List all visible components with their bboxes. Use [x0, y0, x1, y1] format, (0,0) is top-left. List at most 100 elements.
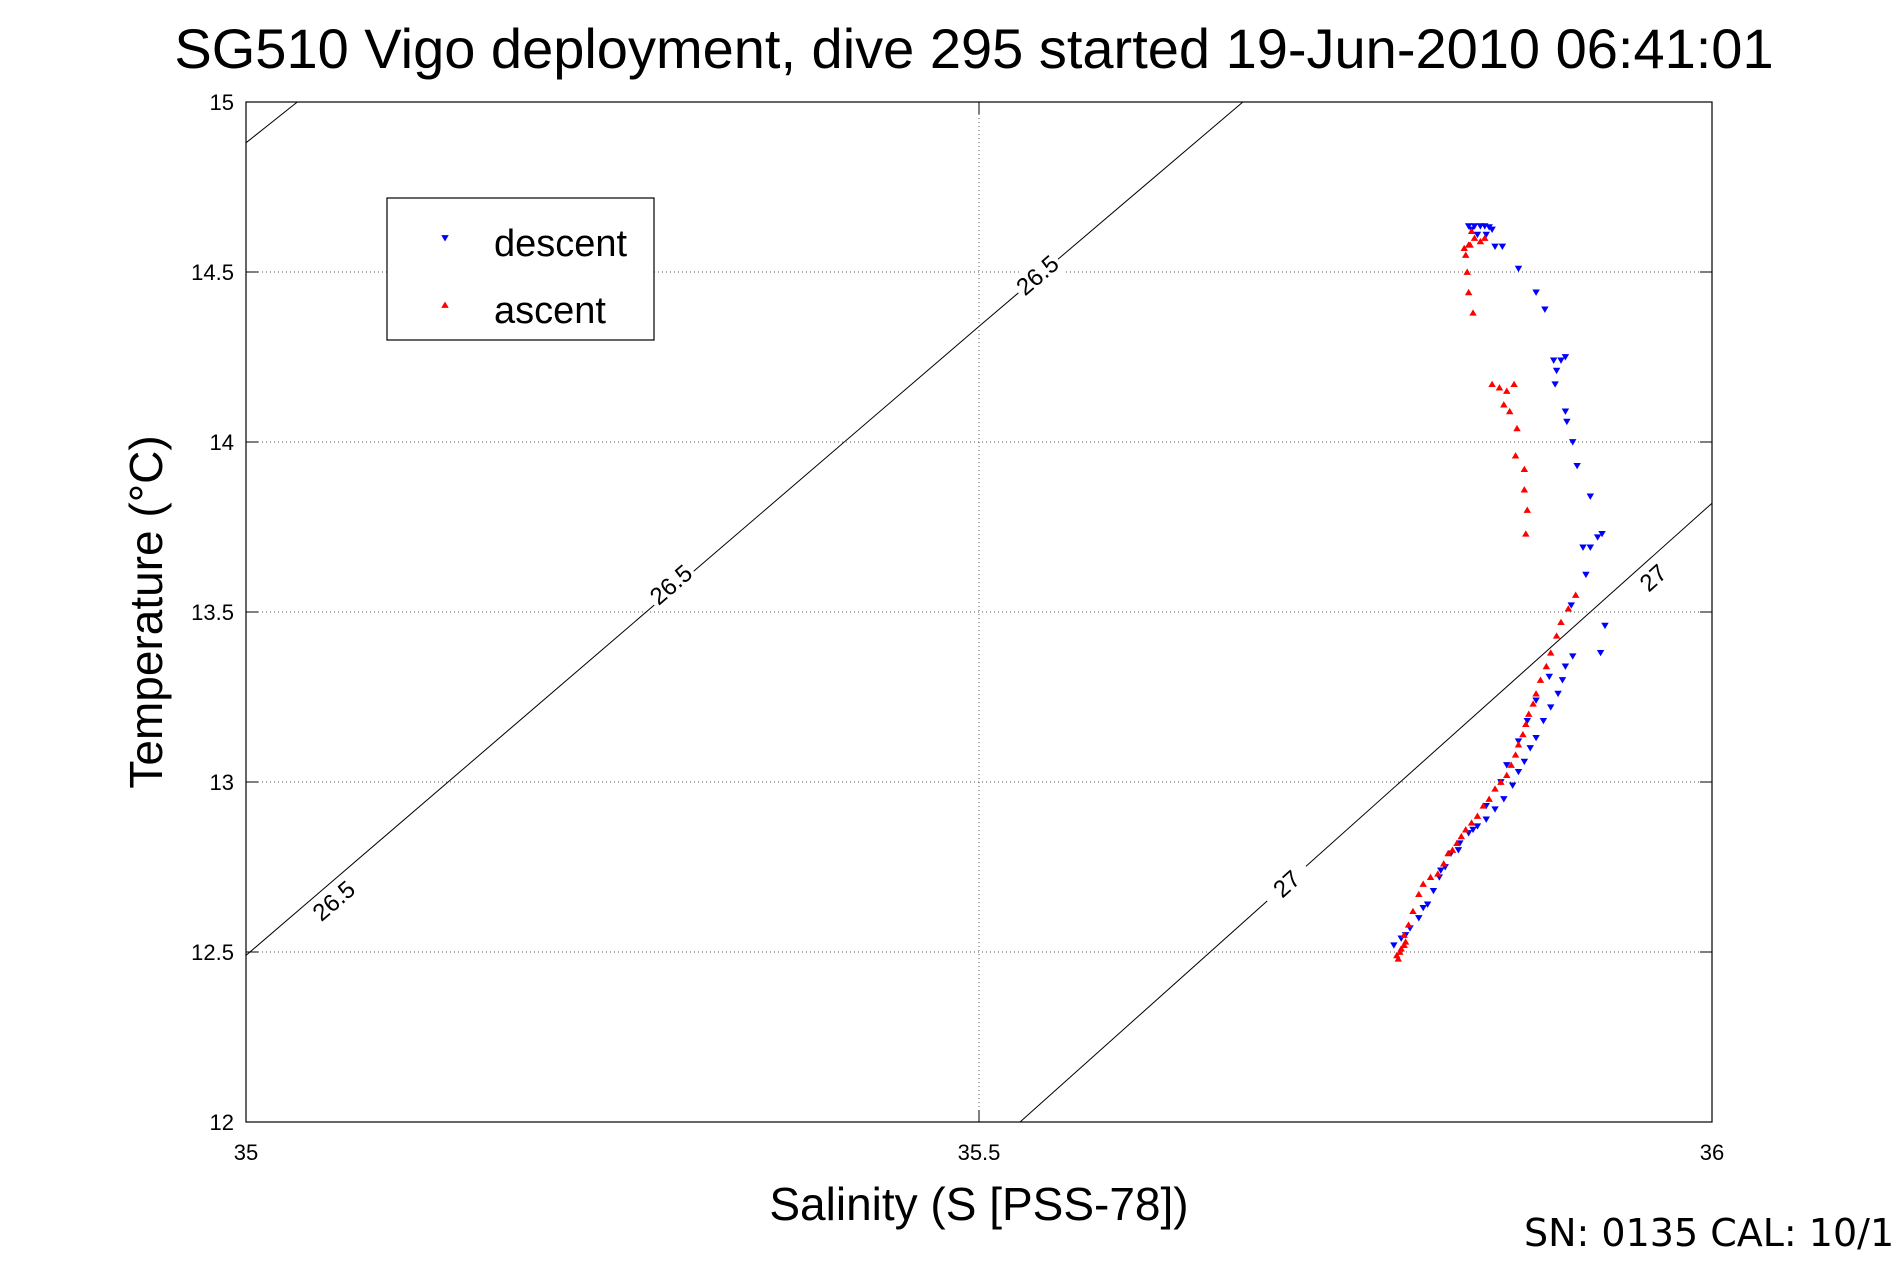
descent-point	[1601, 622, 1609, 630]
ascent-point	[1522, 530, 1530, 537]
ascent-point	[1532, 690, 1540, 697]
descent-point	[1473, 231, 1482, 239]
y-tick-label: 12	[210, 1110, 234, 1135]
ascent-point	[1552, 632, 1561, 639]
ascent-point	[1500, 401, 1508, 408]
descent-point	[1532, 289, 1540, 296]
legend-marker-descent	[441, 235, 449, 242]
descent-point	[1579, 544, 1587, 551]
descent-point	[1554, 690, 1562, 698]
ascent-point	[1497, 778, 1505, 785]
y-axis-label: Temperature (°C)	[120, 435, 172, 788]
ascent-point	[1444, 849, 1452, 857]
contour-line-27	[1019, 502, 1713, 1123]
ascent-point	[1426, 873, 1435, 881]
contour-line-26-5	[245, 101, 298, 144]
descent-point	[1508, 782, 1517, 789]
ascent-point	[1400, 941, 1408, 949]
descent-point	[1561, 663, 1570, 670]
contour-label-gap	[642, 557, 700, 613]
ascent-point	[1503, 387, 1511, 394]
legend-label-descent: descent	[494, 223, 628, 265]
descent-point	[1500, 796, 1508, 803]
descent-point	[1419, 904, 1427, 912]
y-tick-label: 15	[210, 90, 234, 115]
ascent-point	[1476, 237, 1485, 245]
descent-point	[1569, 653, 1577, 660]
descent-point	[1541, 306, 1549, 313]
contour-label-gap	[1008, 247, 1067, 303]
ascent-point	[1467, 227, 1476, 235]
ascent-point	[1415, 890, 1423, 898]
ascent-point	[1419, 880, 1427, 887]
x-tick-label: 36	[1700, 1140, 1724, 1165]
ascent-point	[1564, 605, 1573, 612]
descent-point	[1482, 816, 1490, 823]
ascent-point	[1457, 832, 1466, 840]
ascent-point	[1479, 802, 1488, 809]
descent-point	[1563, 418, 1571, 426]
descent-point	[1532, 734, 1540, 742]
ascent-point	[1485, 795, 1493, 802]
y-tick-label: 13	[210, 770, 234, 795]
descent-point	[1473, 823, 1482, 830]
ascent-point	[1519, 730, 1527, 738]
descent-point	[1488, 226, 1496, 233]
ascent-point	[1557, 618, 1565, 626]
ascent-point	[1394, 955, 1403, 962]
ascent-point	[1529, 700, 1537, 707]
descent-point	[1561, 354, 1570, 361]
chart-title: SG510 Vigo deployment, dive 295 started …	[174, 17, 1773, 80]
descent-point	[1469, 826, 1477, 834]
ascent-point	[1513, 424, 1521, 432]
descent-point	[1520, 758, 1529, 766]
ascent-point	[1495, 384, 1504, 391]
ascent-point	[1481, 234, 1489, 241]
ascent-point	[1488, 380, 1496, 388]
y-tick-label: 13.5	[191, 600, 234, 625]
x-tick-label: 35	[234, 1140, 258, 1165]
ascent-point	[1571, 591, 1580, 598]
descent-point	[1596, 649, 1605, 657]
descent-point	[1545, 673, 1553, 681]
x-tick-label: 35.5	[958, 1140, 1001, 1165]
ascent-point	[1511, 751, 1520, 758]
contour-line-26-5	[245, 101, 1244, 956]
descent-point	[1551, 381, 1559, 388]
ascent-point	[1491, 785, 1499, 792]
descent-point	[1437, 867, 1445, 874]
ascent-point	[1448, 846, 1457, 853]
descent-point	[1569, 439, 1577, 446]
ascent-point	[1507, 761, 1515, 768]
legend-marker-ascent	[441, 301, 449, 308]
ascent-point	[1547, 649, 1555, 656]
ascent-point	[1510, 380, 1518, 388]
descent-point	[1552, 367, 1561, 375]
contour-label-gap	[1258, 856, 1316, 912]
descent-point	[1454, 847, 1463, 854]
ascent-point	[1409, 907, 1417, 915]
legend-marker-descent-glyph	[441, 235, 449, 242]
axis-ticks: 35 35.5 36 12 12.5 13 13.5 14 14.5 15	[191, 90, 1724, 1165]
ascent-point	[1461, 826, 1470, 833]
ascent-point	[1439, 860, 1448, 867]
descent-point	[1558, 677, 1567, 684]
descent-point	[1390, 942, 1398, 949]
descent-point	[1503, 762, 1511, 769]
descent-point	[1561, 408, 1570, 415]
ascent-point	[1505, 407, 1514, 415]
descent-point	[1547, 704, 1555, 711]
descent-point	[1470, 223, 1479, 230]
contour-label-gap	[305, 873, 363, 929]
descent-point	[1498, 243, 1507, 250]
ascent-point	[1396, 948, 1404, 955]
ascent-point	[1397, 945, 1405, 952]
ascent-point	[1464, 288, 1473, 296]
descent-point	[1429, 887, 1438, 895]
ascent-point	[1404, 921, 1413, 928]
descent-point	[1491, 243, 1499, 250]
legend: descent ascent	[386, 197, 655, 341]
x-axis-label: Salinity (S [PSS-78])	[769, 1178, 1188, 1230]
descent-point	[1573, 462, 1581, 470]
